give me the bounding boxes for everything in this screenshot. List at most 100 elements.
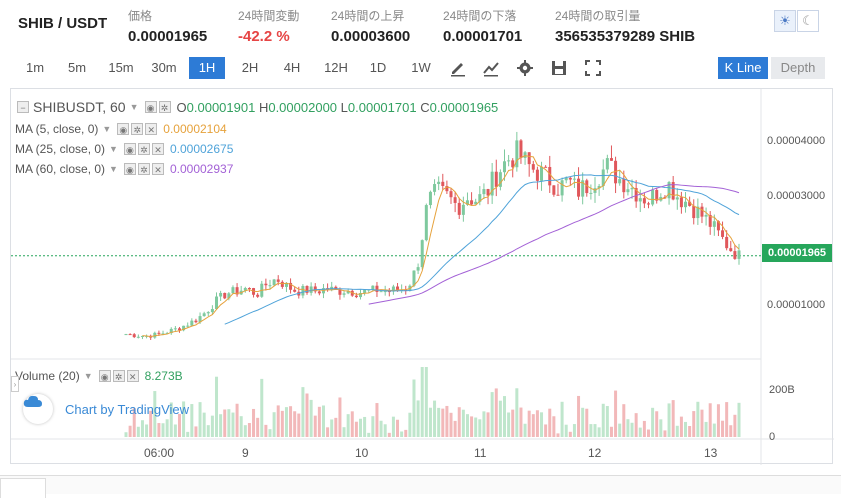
timeframe-4h[interactable]: 4H: [283, 60, 301, 75]
candle-body: [445, 185, 449, 192]
candle-body: [737, 250, 741, 259]
candle-body: [441, 181, 445, 186]
eye-icon[interactable]: ◉: [123, 163, 136, 175]
kline-view-button[interactable]: K Line: [718, 57, 768, 79]
candle-body: [502, 161, 506, 173]
collapse-icon[interactable]: −: [17, 101, 29, 113]
chevron-down-icon[interactable]: ▼: [129, 102, 139, 112]
candle-body: [247, 287, 251, 289]
symbol-legend: − SHIBUSDT, 60 ▼ ◉ ✲ O0.00001901 H0.0000…: [15, 99, 498, 115]
volume-bar: [227, 409, 231, 437]
ohlc-c-label: C: [420, 99, 430, 115]
sun-icon[interactable]: ☀: [774, 10, 796, 32]
volume-bar: [675, 425, 679, 437]
fullscreen-icon[interactable]: [583, 58, 603, 78]
volume-bar: [243, 425, 247, 437]
close-icon[interactable]: ✕: [145, 123, 158, 135]
volume-bar: [124, 432, 128, 437]
volume-bar: [572, 424, 576, 437]
candle-body: [655, 189, 659, 201]
candle-body: [716, 221, 720, 231]
candle-body: [585, 180, 589, 194]
gear-icon[interactable]: [515, 58, 535, 78]
volume-bar: [568, 431, 572, 437]
scroll-left-handle[interactable]: ›: [11, 376, 19, 392]
timeframe-1m[interactable]: 1m: [25, 60, 45, 75]
eye-icon[interactable]: ◉: [123, 143, 136, 155]
timeframe-30m[interactable]: 30m: [151, 60, 177, 75]
volume-bar: [313, 415, 317, 437]
candle-body: [433, 184, 437, 192]
timeframe-1w[interactable]: 1W: [411, 60, 431, 75]
eye-icon[interactable]: ◉: [144, 101, 157, 113]
volume-bar: [223, 409, 227, 437]
bottom-tab-1[interactable]: [0, 478, 46, 498]
volume-bar: [449, 412, 453, 437]
y-tick-label: 0.00001000: [767, 299, 826, 311]
chevron-down-icon[interactable]: ▼: [83, 371, 93, 381]
timeframe-2h[interactable]: 2H: [241, 60, 259, 75]
volume-bar: [210, 415, 214, 437]
indicator-chart-icon[interactable]: [481, 58, 501, 78]
candle-body: [667, 182, 671, 199]
close-icon[interactable]: ✕: [151, 143, 164, 155]
gear-icon[interactable]: ✲: [137, 143, 150, 155]
candle-body: [412, 270, 416, 286]
volume-bar: [182, 401, 186, 437]
volume-bar: [247, 423, 251, 437]
volume-bar: [387, 432, 391, 437]
timeframe-1d[interactable]: 1D: [369, 60, 387, 75]
candle-body: [704, 214, 708, 217]
eye-icon[interactable]: ◉: [98, 370, 111, 382]
volume-bar: [659, 419, 663, 437]
candle-body: [609, 158, 613, 161]
candle-body: [284, 282, 288, 287]
candle-body: [540, 166, 544, 181]
gear-icon[interactable]: ✲: [158, 101, 171, 113]
pencil-icon[interactable]: [448, 58, 468, 78]
volume-bar: [256, 417, 260, 437]
close-icon[interactable]: ✕: [126, 370, 139, 382]
volume-bar: [268, 429, 272, 437]
timeframe-15m[interactable]: 15m: [108, 60, 134, 75]
x-tick-label: 06:00: [144, 446, 175, 460]
gear-icon[interactable]: ✲: [131, 123, 144, 135]
volume-bar: [354, 421, 358, 437]
chart-canvas[interactable]: [11, 89, 834, 465]
chevron-down-icon[interactable]: ▼: [109, 164, 118, 174]
symbol-label: SHIBUSDT, 60: [33, 99, 126, 115]
chevron-down-icon[interactable]: ▼: [102, 124, 112, 134]
moon-icon[interactable]: ☾: [797, 10, 819, 32]
stat-value: 0.00001701: [443, 28, 523, 45]
volume-bar: [556, 433, 560, 437]
close-icon[interactable]: ✕: [151, 163, 164, 175]
volume-bar: [618, 423, 622, 437]
candle-body: [614, 160, 618, 184]
depth-view-button[interactable]: Depth: [771, 57, 825, 79]
candle-body: [692, 205, 696, 219]
tradingview-watermark[interactable]: Chart by TradingView: [23, 394, 189, 424]
timeframe-12h[interactable]: 12H: [324, 60, 348, 75]
candle-body: [132, 334, 136, 338]
timeframe-1h[interactable]: 1H: [189, 57, 225, 79]
chevron-down-icon[interactable]: ▼: [109, 144, 118, 154]
volume-bar: [437, 407, 441, 437]
candle-body: [461, 204, 465, 215]
kline-chart[interactable]: − SHIBUSDT, 60 ▼ ◉ ✲ O0.00001901 H0.0000…: [10, 88, 834, 465]
timeframe-5m[interactable]: 5m: [67, 60, 87, 75]
gear-icon[interactable]: ✲: [112, 370, 125, 382]
volume-label: Volume (20): [15, 369, 80, 383]
save-icon[interactable]: [549, 58, 569, 78]
volume-bar: [317, 406, 321, 437]
candle-body: [309, 286, 313, 293]
eye-icon[interactable]: ◉: [117, 123, 130, 135]
gear-icon[interactable]: ✲: [137, 163, 150, 175]
candle-body: [671, 182, 675, 200]
x-tick-label: 12: [588, 446, 602, 460]
volume-bar: [363, 416, 367, 437]
ma25-line: [224, 174, 740, 325]
candle-body: [387, 291, 391, 293]
volume-bar: [564, 424, 568, 437]
ma60-label: MA (60, close, 0): [15, 162, 106, 176]
volume-bar: [696, 401, 700, 437]
